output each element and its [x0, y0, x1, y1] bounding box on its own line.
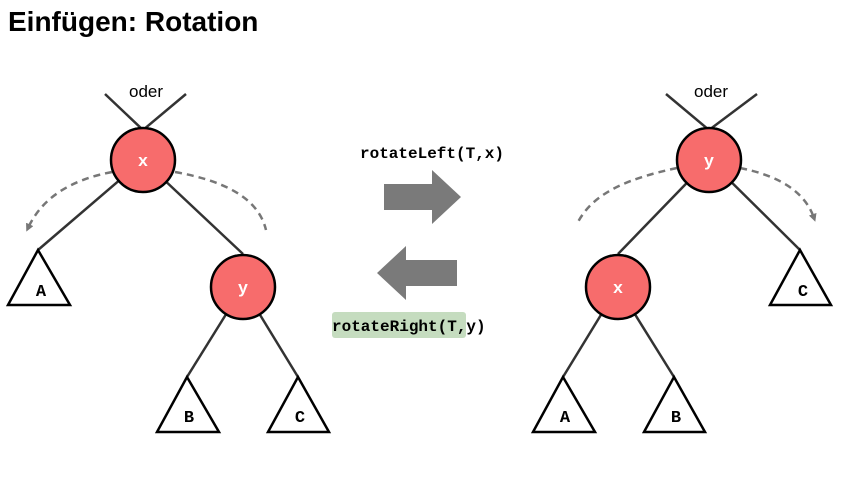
rotate-right-label: rotateRight(T,y) [332, 318, 486, 336]
right-subtree-C-label: C [798, 283, 808, 302]
slide-title: Einfügen: Rotation [8, 6, 259, 37]
right-node-y [675, 126, 743, 194]
rotate-right-highlight [332, 312, 466, 338]
left-subtree-C [265, 374, 332, 434]
right-dashed-arc-right [739, 166, 817, 222]
right-subtree-A-label: A [560, 409, 571, 428]
left-dashed-arc-right [174, 170, 268, 231]
right-parent-edge-right [708, 93, 758, 131]
right-subtree-B-label: B [671, 409, 681, 428]
right-subtree-A [530, 374, 598, 434]
right-subtree-C [767, 247, 834, 307]
left-parent-edge-right [142, 93, 187, 131]
left-subtree-C-label: C [295, 409, 305, 428]
right-node-x-label: x [613, 280, 623, 299]
left-tree: oder x y A B C [5, 82, 332, 434]
right-node-y-label: y [704, 153, 714, 172]
left-arrow [377, 246, 457, 300]
left-subtree-A-label: A [36, 283, 47, 302]
right-tree: oder y x C A B [530, 82, 834, 434]
right-dashed-arc-left [576, 166, 678, 223]
left-dashed-arc-left [26, 170, 113, 232]
operations: rotateLeft(T,x) rotateRight(T,y) [332, 145, 504, 338]
rotate-left-args: (T,x) [456, 145, 504, 163]
left-subtree-B-label: B [184, 409, 194, 428]
left-node-x-label: x [138, 153, 148, 172]
left-node-y-label: y [238, 280, 248, 299]
right-arrow [384, 170, 461, 224]
rotate-right-args: (T,y) [438, 318, 486, 336]
left-subtree-A [5, 247, 73, 307]
right-subtree-B [641, 374, 708, 434]
left-node-x [109, 126, 177, 194]
left-oder-label: oder [129, 82, 163, 101]
rotate-left-label: rotateLeft(T,x) [360, 145, 504, 163]
right-parent-edge-left [665, 93, 710, 131]
right-oder-label: oder [694, 82, 728, 101]
left-parent-edge-left [104, 93, 144, 131]
right-node-x [584, 253, 652, 321]
rotate-left-name: rotateLeft [360, 145, 456, 163]
left-subtree-B [154, 374, 222, 434]
left-node-y [209, 253, 277, 321]
rotate-right-name: rotateRight [332, 318, 438, 336]
